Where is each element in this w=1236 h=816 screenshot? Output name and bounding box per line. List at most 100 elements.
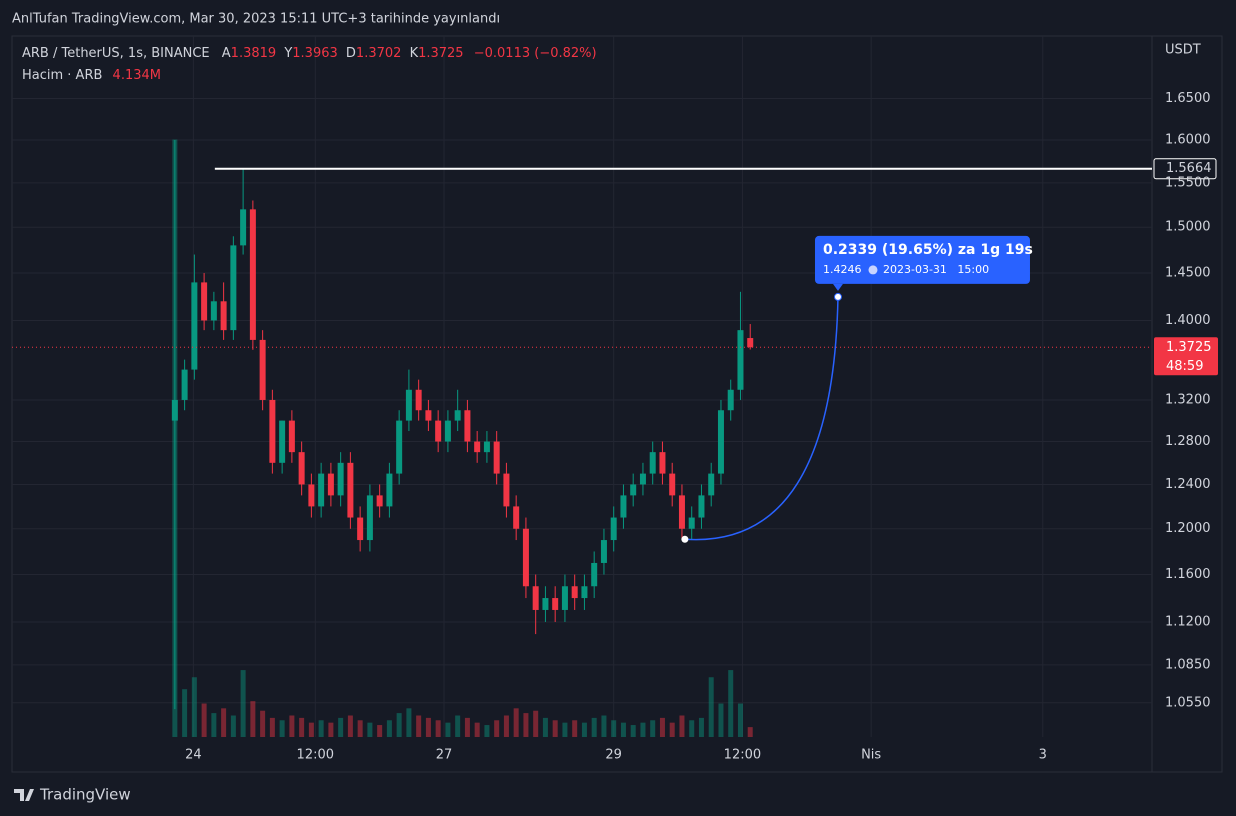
clock-icon [868, 265, 878, 275]
volume-bar [269, 717, 275, 737]
y-tick-label: 1.4500 [1165, 266, 1211, 281]
y-tick-label: 1.2000 [1165, 521, 1211, 536]
change: −0.0113 (−0.82%) [474, 46, 597, 61]
volume-bar [416, 715, 422, 737]
volume-bar [640, 722, 646, 737]
candle-body [249, 209, 256, 340]
close-key: K [410, 46, 419, 61]
candle-body [669, 473, 676, 496]
candle-body [542, 598, 549, 610]
x-tick-label: 3 [1039, 748, 1047, 763]
volume-bar [250, 701, 256, 737]
y-tick-label: 1.0850 [1165, 657, 1211, 672]
volume-bar [523, 713, 529, 737]
volume-bar [240, 670, 246, 737]
volume-bar [221, 708, 227, 737]
candle-body [591, 562, 598, 587]
projection-curve [684, 296, 839, 541]
candle-body [600, 540, 607, 563]
candle-body [386, 473, 393, 507]
volume-bar [318, 720, 324, 737]
candle-body [698, 495, 705, 518]
volume-bar [611, 720, 617, 737]
candle-body [571, 586, 578, 599]
volume-bar [494, 720, 500, 737]
symbol: ARB / TetherUS, 1s, BINANCE [22, 46, 210, 61]
candle-body [415, 389, 422, 411]
y-tick-label: 1.6500 [1165, 91, 1211, 106]
volume-value: 4.134M [113, 68, 161, 83]
volume-bar [357, 720, 363, 737]
volume-bar [718, 703, 724, 737]
volume-legend: Hacim · ARB 4.134M [22, 68, 161, 83]
volume-bar [708, 677, 714, 737]
x-tick-label: 12:00 [297, 748, 334, 763]
y-tick-label: 1.1200 [1165, 614, 1211, 629]
candle-body [659, 452, 666, 474]
last-price-label: 1.3725 [1166, 340, 1212, 355]
candle-body [366, 495, 373, 541]
candle-body [493, 441, 500, 474]
candle-body [210, 301, 217, 321]
volume-bar [455, 715, 461, 737]
candle-body [483, 441, 490, 453]
volume-bar [445, 722, 451, 737]
volume-bar [201, 703, 207, 737]
y-tick-label: 1.4000 [1165, 313, 1211, 328]
volume-bar [513, 708, 519, 737]
volume-name: Hacim · ARB [22, 68, 102, 83]
low-key: D [346, 46, 356, 61]
hline-label: 1.5664 [1166, 161, 1212, 176]
candle-body [220, 301, 227, 331]
y-tick-label: 1.1600 [1165, 567, 1211, 582]
candle-body [610, 517, 617, 541]
countdown: 48:59 [1166, 359, 1203, 374]
y-tick-label: 1.3200 [1165, 392, 1211, 407]
brand-name: TradingView [39, 786, 131, 804]
legend: ARB / TetherUS, 1s, BINANCE A1.3819 Y1.3… [22, 46, 597, 61]
x-tick-label: 27 [436, 748, 453, 763]
volume-bar [435, 720, 441, 737]
volume-bar [211, 713, 217, 737]
candle-body [561, 586, 568, 610]
y-tick-label: 1.6000 [1165, 133, 1211, 148]
candle-body [688, 517, 695, 529]
volume-bar [542, 717, 548, 737]
volume-bar [620, 722, 626, 737]
candle-body [279, 420, 286, 463]
y-tick-label: 1.2800 [1165, 434, 1211, 449]
candle-body [474, 441, 481, 453]
projection-end [833, 292, 842, 301]
candle-body [181, 369, 188, 400]
y-tick-label: 1.5500 [1165, 175, 1211, 190]
candle-body [327, 473, 334, 496]
volume-bar [737, 703, 743, 737]
projection-text: 0.2339 (19.65%) za 1g 19s [823, 242, 1033, 258]
candle-body [337, 462, 344, 496]
volume-bar [474, 722, 480, 737]
candle-body [230, 245, 237, 331]
candle-body [201, 282, 208, 321]
brand: TradingView [14, 786, 131, 804]
candle-body [503, 473, 510, 507]
candle-body [639, 473, 646, 485]
volume-bar [299, 717, 305, 737]
projection-price: 1.4246 [823, 263, 862, 276]
volume-bar [562, 722, 568, 737]
candle-body [288, 420, 295, 453]
candle-body [581, 586, 588, 599]
candle-body [298, 452, 305, 485]
y-tick-label: 1.0550 [1165, 695, 1211, 710]
candle-body [405, 389, 412, 421]
overlays: 1.5664 1.3725 48:59 0.2339 (19.65%) za 1g 1… [12, 158, 1218, 543]
candle-body [532, 586, 539, 610]
candle-body [191, 282, 198, 370]
volume-bar [406, 708, 412, 737]
high-key: Y [283, 46, 292, 61]
candle-body [259, 339, 266, 400]
candle-body [747, 338, 754, 348]
hline-label-box [1153, 158, 1217, 180]
volume-bar [377, 725, 383, 737]
